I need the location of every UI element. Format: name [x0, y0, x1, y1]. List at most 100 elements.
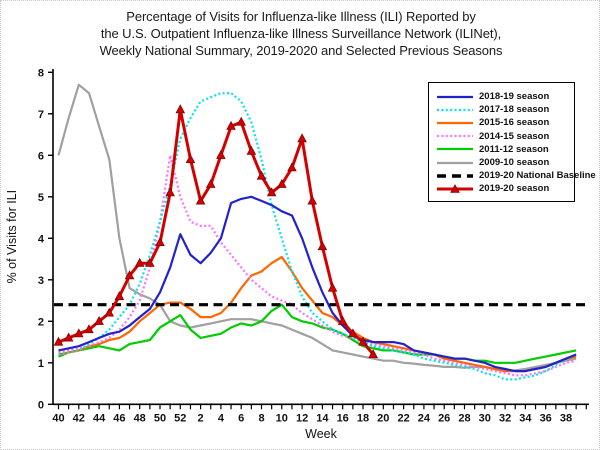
- legend-label: 2015-16 season: [479, 117, 550, 129]
- legend-label: 2014-15 season: [479, 130, 550, 142]
- legend-swatch: [437, 161, 473, 164]
- series-2018-19-season: [58, 195, 577, 373]
- data-point-marker: [246, 145, 257, 155]
- data-point-marker: [195, 195, 206, 205]
- x-tick-label: 4: [218, 412, 225, 424]
- legend-label: 2011-12 season: [479, 143, 549, 155]
- x-tick-label: 46: [113, 412, 125, 424]
- data-point-marker: [185, 154, 196, 163]
- data-point-marker: [277, 179, 287, 188]
- data-point-marker: [368, 349, 378, 359]
- y-tick-label: 7: [38, 109, 44, 121]
- series-2019-20-season: [53, 104, 378, 359]
- data-point-marker: [317, 241, 328, 251]
- y-tick-label: 5: [38, 192, 44, 204]
- x-tick-label: 22: [397, 412, 409, 424]
- legend-item-2015-16-season: 2015-16 season: [436, 116, 569, 129]
- legend-swatch: [437, 95, 473, 98]
- chart-legend: 2018-19 season 2017-18 season 2015-16 seas…: [428, 82, 596, 202]
- legend-swatch: [437, 121, 473, 125]
- legend-label: 2019-20 National Baseline: [479, 170, 596, 182]
- data-point-marker: [84, 324, 94, 334]
- y-tick-label: 2: [38, 316, 44, 328]
- x-tick-label: 40: [52, 412, 64, 424]
- y-tick-label: 4: [38, 233, 45, 245]
- data-point-marker: [124, 270, 135, 280]
- chart-title-line-1: Percentage of Visits for Influenza-like …: [126, 9, 476, 24]
- data-point-marker: [104, 307, 115, 317]
- data-point-marker: [134, 257, 145, 267]
- data-point-marker: [145, 257, 155, 267]
- x-tick-label: 38: [560, 412, 572, 424]
- chart-title: Percentage of Visits for Influenza-like …: [1, 8, 599, 59]
- legend-swatch: [437, 148, 473, 151]
- legend-item-2018-19-season: 2018-19 season: [436, 90, 569, 103]
- data-point-marker: [337, 315, 348, 325]
- chart-title-line-2: the U.S. Outpatient Influenza-like Illne…: [100, 26, 502, 41]
- x-axis-title: Week: [305, 427, 337, 441]
- data-point-marker: [216, 149, 226, 159]
- data-point-marker: [205, 179, 216, 188]
- data-point-marker: [266, 187, 277, 197]
- x-tick-label: 42: [73, 412, 85, 424]
- x-tick-label: 10: [276, 412, 288, 424]
- x-tick-label: 44: [93, 412, 106, 424]
- x-tick-label: 34: [519, 412, 532, 424]
- data-point-marker: [53, 336, 64, 346]
- x-tick-label: 24: [418, 412, 431, 424]
- data-point-marker: [165, 187, 175, 197]
- data-point-marker: [114, 291, 125, 300]
- data-point-marker: [74, 328, 84, 338]
- x-tick-label: 26: [438, 412, 450, 424]
- legend-label: 2018-19 season: [479, 91, 550, 103]
- y-tick-label: 1: [38, 358, 44, 370]
- x-tick-label: 12: [296, 412, 308, 424]
- y-tick-label: 6: [38, 150, 44, 162]
- y-tick-label: 0: [38, 399, 44, 411]
- legend-swatch: [437, 173, 473, 178]
- legend-label: 2019-20 season: [479, 183, 550, 195]
- y-tick-label: 3: [38, 275, 44, 287]
- legend-item-2019-20-season: 2019-20 season: [436, 182, 569, 195]
- legend-label: 2017-18 season: [479, 104, 550, 116]
- x-tick-label: 48: [134, 412, 146, 424]
- x-tick-label: 30: [479, 412, 491, 424]
- series-2017-18-season: [58, 91, 577, 381]
- y-tick-label: 8: [38, 67, 44, 79]
- legend-item-2009-10-season: 2009-10 season: [436, 156, 569, 169]
- data-point-marker: [297, 133, 307, 143]
- data-point-marker: [63, 332, 74, 342]
- x-tick-label: 14: [316, 412, 329, 424]
- x-tick-label: 16: [337, 412, 349, 424]
- legend-item-2019-20-national-baseline: 2019-20 National Baseline: [436, 169, 596, 182]
- x-tick-label: 32: [499, 412, 511, 424]
- series-2015-16-season: [58, 255, 577, 373]
- data-point-marker: [348, 328, 358, 338]
- data-point-marker: [236, 116, 246, 126]
- y-axis-title: % of Visits for ILI: [5, 190, 19, 284]
- legend-label: 2009-10 season: [479, 157, 550, 169]
- data-point-marker: [358, 336, 368, 346]
- data-point-marker: [307, 195, 318, 205]
- x-tick-label: 20: [377, 412, 389, 424]
- data-point-marker: [327, 282, 338, 292]
- x-tick-label: 50: [154, 412, 166, 424]
- data-point-marker: [287, 162, 297, 172]
- series-2011-12-season: [58, 303, 577, 364]
- x-tick-label: 8: [258, 412, 264, 424]
- data-point-marker: [94, 315, 104, 325]
- x-tick-label: 36: [540, 412, 552, 424]
- legend-item-2011-12-season: 2011-12 season: [436, 143, 569, 156]
- legend-item-2017-18-season: 2017-18 season: [436, 103, 569, 116]
- x-tick-label: 2: [198, 412, 204, 424]
- x-tick-label: 18: [357, 412, 369, 424]
- legend-swatch: [437, 135, 473, 138]
- data-point-marker: [256, 170, 267, 180]
- legend-swatch: [437, 183, 473, 193]
- chart-title-line-3: Weekly National Summary, 2019-2020 and S…: [99, 43, 503, 58]
- legend-item-2014-15-season: 2014-15 season: [436, 130, 569, 143]
- data-point-marker: [226, 120, 236, 130]
